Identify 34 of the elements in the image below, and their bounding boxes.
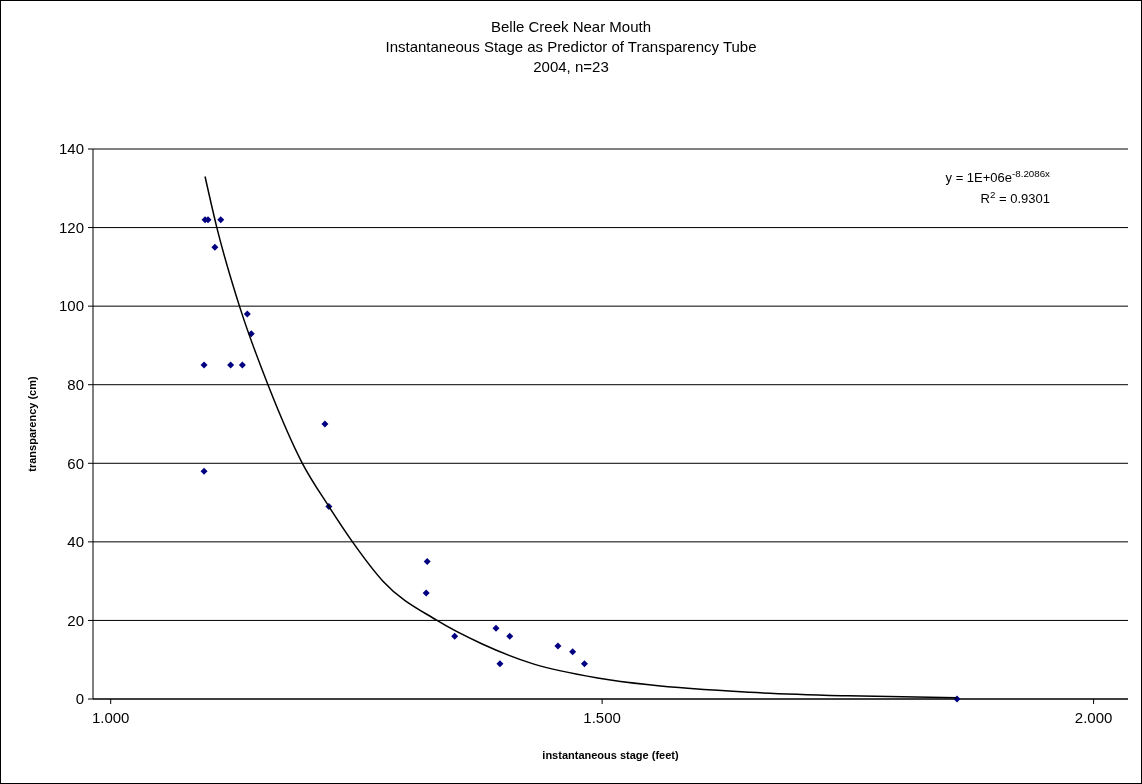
x-axis-title: instantaneous stage (feet)	[542, 749, 679, 761]
annotation: y = 1E+06e$^{-8.2086x}$	[945, 167, 1051, 185]
annotation: R$^{2}$ = 0.9301	[980, 188, 1050, 206]
chart-title: Belle Creek Near Mouth Instantaneous Stage as Predictor of Transparency Tube 2004, n=23	[385, 18, 757, 75]
point	[247, 330, 255, 338]
point	[580, 660, 588, 668]
y-tick-label: 0	[75, 690, 84, 708]
y-tick-label: 40	[67, 533, 84, 551]
y-tick-label: 100	[58, 297, 84, 315]
point	[217, 216, 225, 224]
point	[243, 310, 251, 318]
y-tick-label: 80	[67, 375, 84, 393]
point	[506, 632, 514, 640]
y-tick-label: 20	[67, 611, 84, 629]
y-tick-label: 120	[58, 218, 84, 236]
point	[227, 361, 235, 369]
point	[422, 589, 430, 597]
point	[211, 243, 219, 251]
point	[321, 420, 329, 428]
point	[238, 361, 246, 369]
x-tick-label: 2.000	[1074, 709, 1113, 726]
x-tick-label: 1.500	[583, 709, 621, 726]
point	[492, 624, 500, 632]
y-tick-label: 140	[58, 140, 84, 158]
x-tick-label: 1.000	[91, 709, 130, 726]
point	[569, 648, 577, 656]
y-tick-label: 60	[67, 454, 84, 472]
point	[423, 558, 431, 565]
point	[554, 642, 562, 650]
y-axis-title: transparency (cm)	[26, 375, 38, 472]
point	[496, 660, 504, 668]
point	[451, 632, 459, 640]
point	[200, 361, 208, 369]
point	[200, 467, 208, 475]
